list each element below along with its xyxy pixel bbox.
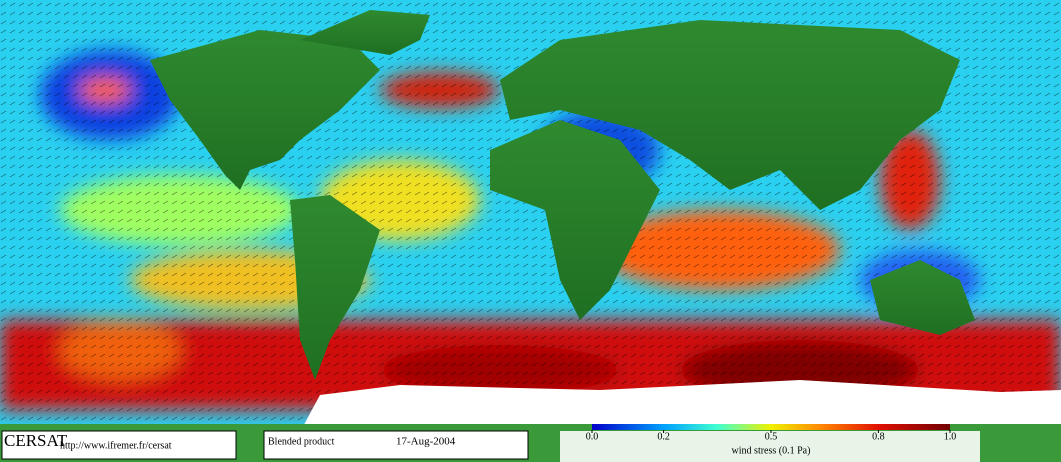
colorbar-tick-label: 0.0 bbox=[586, 431, 599, 442]
url: http://www.ifremer.fr/cersat bbox=[60, 440, 172, 451]
logo: CERSAT bbox=[4, 431, 68, 450]
antarctica bbox=[300, 380, 1061, 432]
colorbar-title: wind stress (0.1 Pa) bbox=[732, 445, 811, 456]
colorbar-tick-label: 1.0 bbox=[944, 431, 957, 442]
greenland bbox=[300, 10, 430, 55]
colorbar-panel bbox=[560, 431, 980, 462]
product: Blended product bbox=[268, 436, 335, 447]
south-america bbox=[290, 195, 380, 380]
north-america bbox=[150, 30, 380, 190]
colorbar-tick-label: 0.8 bbox=[872, 431, 885, 442]
africa bbox=[490, 120, 660, 320]
credit-box bbox=[1, 430, 237, 460]
product-box bbox=[263, 430, 529, 460]
colorbar-tick-label: 0.5 bbox=[765, 431, 778, 442]
colorbar-tick-label: 0.2 bbox=[657, 431, 670, 442]
continents bbox=[150, 10, 975, 380]
colorbar bbox=[592, 424, 950, 430]
australia bbox=[870, 260, 975, 335]
date: 17-Aug-2004 bbox=[396, 436, 456, 448]
eurasia bbox=[500, 20, 960, 210]
